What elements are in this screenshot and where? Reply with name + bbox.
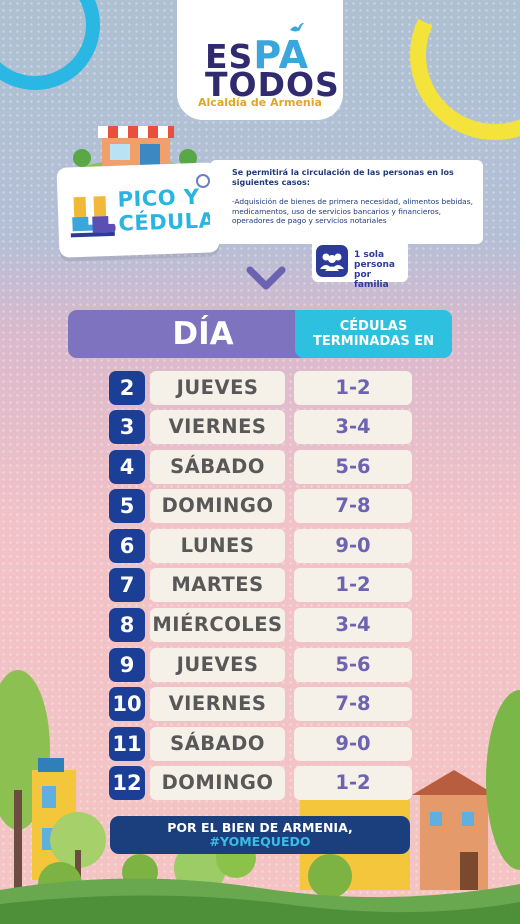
footer-banner: POR EL BIEN DE ARMENIA, #YOMEQUEDO — [110, 816, 410, 854]
chevron-down-icon — [246, 266, 286, 290]
day-name: SÁBADO — [150, 450, 285, 484]
table-row: 5 DOMINGO 7-8 — [109, 489, 412, 523]
date-number: 12 — [109, 766, 145, 800]
day-header-label: DÍA — [172, 316, 234, 352]
day-name: VIERNES — [150, 687, 285, 721]
logo-line-2: TODOS — [205, 65, 340, 104]
table-row: 11 SÁBADO 9-0 — [109, 727, 412, 761]
cedula-digits: 1-2 — [294, 371, 412, 405]
date-number: 6 — [109, 529, 145, 563]
logo-card: ESPA TODOS Alcaldía de Armenia — [177, 0, 343, 120]
pico-y-cedula-card: PICO Y CÉDULA — [56, 162, 220, 258]
family-line-1: 1 sola persona — [354, 250, 396, 270]
info-box: Se permitirá la circulación de las perso… — [210, 160, 483, 244]
logo-line-1: ESPA — [205, 33, 310, 77]
day-name: LUNES — [150, 529, 285, 563]
day-name: DOMINGO — [150, 766, 285, 800]
cedula-digits: 3-4 — [294, 608, 412, 642]
day-name: VIERNES — [150, 410, 285, 444]
info-text: -Adquisición de bienes de primera necesi… — [232, 197, 473, 225]
date-number: 2 — [109, 371, 145, 405]
date-number: 10 — [109, 687, 145, 721]
cedulas-header-label: CÉDULAS TERMINADAS EN — [295, 319, 452, 349]
shoes-icon — [70, 196, 116, 238]
table-row: 4 SÁBADO 5-6 — [109, 450, 412, 484]
table-row: 12 DOMINGO 1-2 — [109, 766, 412, 800]
cedula-digits: 1-2 — [294, 766, 412, 800]
day-name: JUEVES — [150, 648, 285, 682]
table-row: 7 MARTES 1-2 — [109, 568, 412, 602]
pico-y-cedula-title: PICO Y CÉDULA — [117, 184, 216, 236]
table-row: 3 VIERNES 3-4 — [109, 410, 412, 444]
cedula-digits: 7-8 — [294, 489, 412, 523]
cedulas-header-line-2: TERMINADAS EN — [313, 334, 434, 349]
table-row: 2 JUEVES 1-2 — [109, 371, 412, 405]
table-row: 6 LUNES 9-0 — [109, 529, 412, 563]
date-number: 11 — [109, 727, 145, 761]
cedulas-header-line-1: CÉDULAS — [339, 319, 408, 334]
table-row: 8 MIÉRCOLES 3-4 — [109, 608, 412, 642]
family-text: 1 sola persona por familia — [354, 250, 408, 290]
table-row: 10 VIERNES 7-8 — [109, 687, 412, 721]
cedulas-column-header: CÉDULAS TERMINADAS EN — [295, 310, 452, 358]
footer-hashtag: #YOMEQUEDO — [209, 834, 311, 849]
family-line-2: por familia — [354, 270, 389, 290]
bird-icon — [290, 22, 304, 32]
day-name: SÁBADO — [150, 727, 285, 761]
tag-hole-decoration — [196, 174, 210, 188]
date-number: 3 — [109, 410, 145, 444]
cedula-digits: 1-2 — [294, 568, 412, 602]
cedula-digits: 5-6 — [294, 450, 412, 484]
day-name: JUEVES — [150, 371, 285, 405]
date-number: 5 — [109, 489, 145, 523]
footer-slogan: POR EL BIEN DE ARMENIA, — [167, 820, 353, 835]
family-icon — [316, 245, 348, 277]
date-number: 7 — [109, 568, 145, 602]
cedula-digits: 3-4 — [294, 410, 412, 444]
cedula-digits: 5-6 — [294, 648, 412, 682]
date-number: 8 — [109, 608, 145, 642]
cedula-digits: 7-8 — [294, 687, 412, 721]
day-name: DOMINGO — [150, 489, 285, 523]
table-row: 9 JUEVES 5-6 — [109, 648, 412, 682]
cedula-digits: 9-0 — [294, 529, 412, 563]
pico-title-line-2: CÉDULA — [118, 208, 216, 236]
date-number: 4 — [109, 450, 145, 484]
day-name: MIÉRCOLES — [150, 608, 285, 642]
day-name: MARTES — [150, 568, 285, 602]
info-title: Se permitirá la circulación de las perso… — [232, 168, 454, 187]
date-number: 9 — [109, 648, 145, 682]
cedula-digits: 9-0 — [294, 727, 412, 761]
pico-title-line-1: PICO Y — [117, 184, 200, 212]
logo-subtitle: Alcaldía de Armenia — [198, 96, 322, 109]
family-badge: 1 sola persona por familia — [312, 240, 408, 290]
